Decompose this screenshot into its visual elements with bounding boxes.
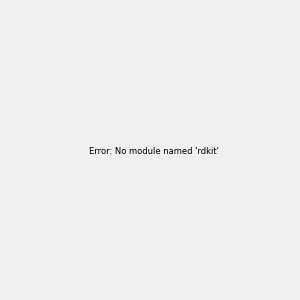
Text: Error: No module named 'rdkit': Error: No module named 'rdkit' (89, 147, 219, 156)
